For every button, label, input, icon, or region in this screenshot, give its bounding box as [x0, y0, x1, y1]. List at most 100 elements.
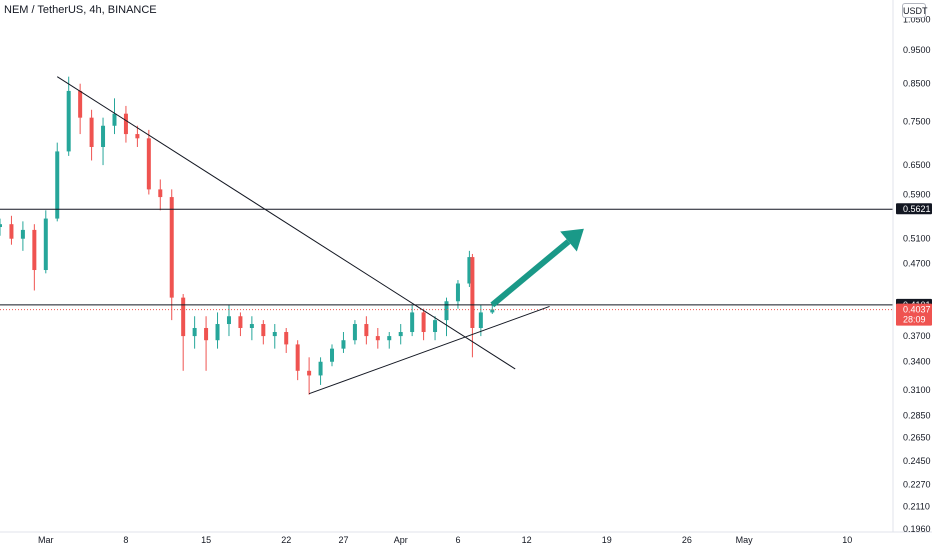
time-tick-label: May — [736, 535, 754, 545]
candle-body — [307, 370, 312, 376]
candle — [272, 324, 277, 349]
candle-body — [375, 336, 380, 341]
candle — [352, 320, 357, 345]
candle-body — [421, 312, 426, 333]
candle-body — [398, 332, 403, 337]
candle — [470, 253, 475, 358]
candle-body — [295, 344, 300, 371]
currency-button[interactable]: USDT — [902, 3, 928, 18]
price-tick-label: 0.8500 — [903, 79, 931, 89]
time-tick-label: 12 — [522, 535, 532, 545]
candle-body — [146, 138, 151, 190]
price-tick-label: 0.6500 — [903, 160, 931, 170]
candle — [307, 357, 312, 395]
price-tick-label: 0.2650 — [903, 432, 931, 442]
candle-body — [169, 197, 174, 298]
candle-body — [89, 117, 94, 147]
time-tick-label: 15 — [201, 535, 211, 545]
candle — [32, 224, 37, 291]
candle-body — [20, 229, 25, 239]
time-tick-label: Mar — [38, 535, 54, 545]
candle — [181, 294, 186, 371]
candle-body — [261, 324, 266, 337]
candle — [204, 316, 209, 371]
time-axis[interactable]: Mar 8 15 22 27 Apr 6 12 19 26 May 10 — [38, 535, 852, 545]
price-tick-label: 0.2110 — [903, 502, 930, 512]
candle — [330, 344, 335, 367]
symbol-title: NEM / TetherUS, 4h, BINANCE — [4, 4, 157, 16]
price-tick-label: 0.3700 — [903, 331, 931, 341]
time-tick-label: 6 — [455, 535, 460, 545]
candle — [455, 280, 460, 309]
trendline — [308, 305, 550, 395]
price-tick-label: 0.3100 — [903, 385, 931, 395]
time-tick-label: Apr — [394, 535, 408, 545]
time-tick-label: 19 — [602, 535, 612, 545]
candle-body — [387, 336, 392, 341]
candle — [78, 83, 83, 135]
candle — [238, 312, 243, 337]
candle — [375, 327, 380, 349]
candle-body — [55, 151, 60, 219]
price-marker-bg — [896, 203, 932, 215]
candle — [146, 129, 151, 195]
candle — [123, 105, 128, 143]
candle — [341, 332, 346, 353]
trendline — [56, 76, 516, 370]
price-tick-label: 0.5100 — [903, 234, 931, 244]
candle-body — [364, 324, 369, 337]
arrow-layer — [490, 228, 584, 308]
candle — [89, 109, 94, 161]
arrow-head — [560, 228, 584, 252]
candle — [249, 316, 254, 341]
time-tick-label: 27 — [338, 535, 348, 545]
price-tick-label: 0.2270 — [903, 479, 931, 489]
candle-body — [112, 113, 117, 126]
time-tick-label: 8 — [123, 535, 128, 545]
candle-body — [284, 332, 289, 345]
candle — [158, 179, 163, 211]
candle-body — [470, 257, 475, 328]
price-tick-label: 0.3400 — [903, 357, 931, 367]
candle — [398, 324, 403, 345]
candle — [55, 142, 60, 222]
candle — [9, 215, 14, 245]
price-marker-label: 0.4037 — [903, 305, 931, 315]
candle-body — [135, 134, 140, 139]
candle — [20, 221, 25, 251]
candle — [261, 320, 266, 345]
time-tick-label: 10 — [842, 535, 852, 545]
candle-body — [433, 320, 438, 333]
candles-layer — [0, 76, 495, 395]
candle-body — [9, 224, 14, 239]
candle — [433, 316, 438, 341]
candle-body — [226, 316, 231, 325]
candle — [364, 316, 369, 345]
candle — [284, 327, 289, 353]
candle-body — [158, 189, 163, 198]
candle-body — [215, 324, 220, 341]
candle-body — [78, 90, 83, 118]
price-axis[interactable]: 1.0500 0.9500 0.8500 0.7500 0.6500 0.5900 0.51… — [903, 15, 931, 534]
price-marker-label: 0.5621 — [903, 204, 931, 214]
candle-body — [272, 332, 277, 337]
candle-body — [32, 229, 37, 271]
candle — [410, 304, 415, 337]
candle-body — [43, 218, 48, 271]
price-tick-label: 0.9500 — [903, 45, 931, 55]
price-tick-label: 0.1960 — [903, 524, 931, 534]
candle-body — [352, 324, 357, 341]
candle — [135, 125, 140, 147]
candle-body — [101, 125, 106, 147]
candle — [112, 98, 117, 135]
candle-body — [455, 283, 460, 302]
price-tick-label: 0.7500 — [903, 117, 931, 127]
candle-body — [238, 316, 243, 328]
candle-body — [444, 301, 449, 321]
drawings-layer — [0, 76, 893, 395]
candle — [318, 357, 323, 385]
candle-body — [192, 327, 197, 337]
